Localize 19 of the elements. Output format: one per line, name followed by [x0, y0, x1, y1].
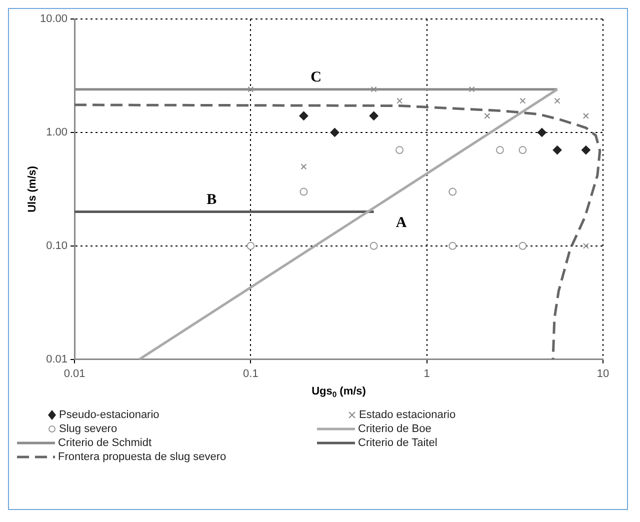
y-tick-label: 0.10 — [46, 240, 68, 252]
legend-label: Estado estacionario — [359, 409, 456, 421]
legend-label: Criterio de Boe — [358, 423, 432, 435]
legend-label: Criterio de Schmidt — [58, 437, 152, 449]
annotation: B — [206, 192, 217, 208]
annotation: A — [396, 215, 407, 232]
y-tick-label: 1.00 — [46, 126, 68, 138]
y-tick-label: 0.01 — [46, 353, 68, 366]
legend-label: Criterio de Taitel — [358, 437, 438, 449]
legend-label: Slug severo — [59, 423, 118, 435]
annotation: C — [310, 70, 322, 86]
x-tick-label: 0.1 — [243, 368, 258, 380]
x-tick-label: 1 — [424, 368, 430, 380]
y-axis-title: Uls (m/s) — [26, 166, 39, 212]
legend-label: Frontera propuesta de slug severo — [58, 451, 226, 463]
y-tick-label: 10.00 — [40, 13, 68, 26]
x-tick-label: 10 — [596, 368, 610, 380]
legend-label: Pseudo-estacionario — [59, 409, 160, 421]
x-tick-label: 0.01 — [64, 368, 86, 380]
